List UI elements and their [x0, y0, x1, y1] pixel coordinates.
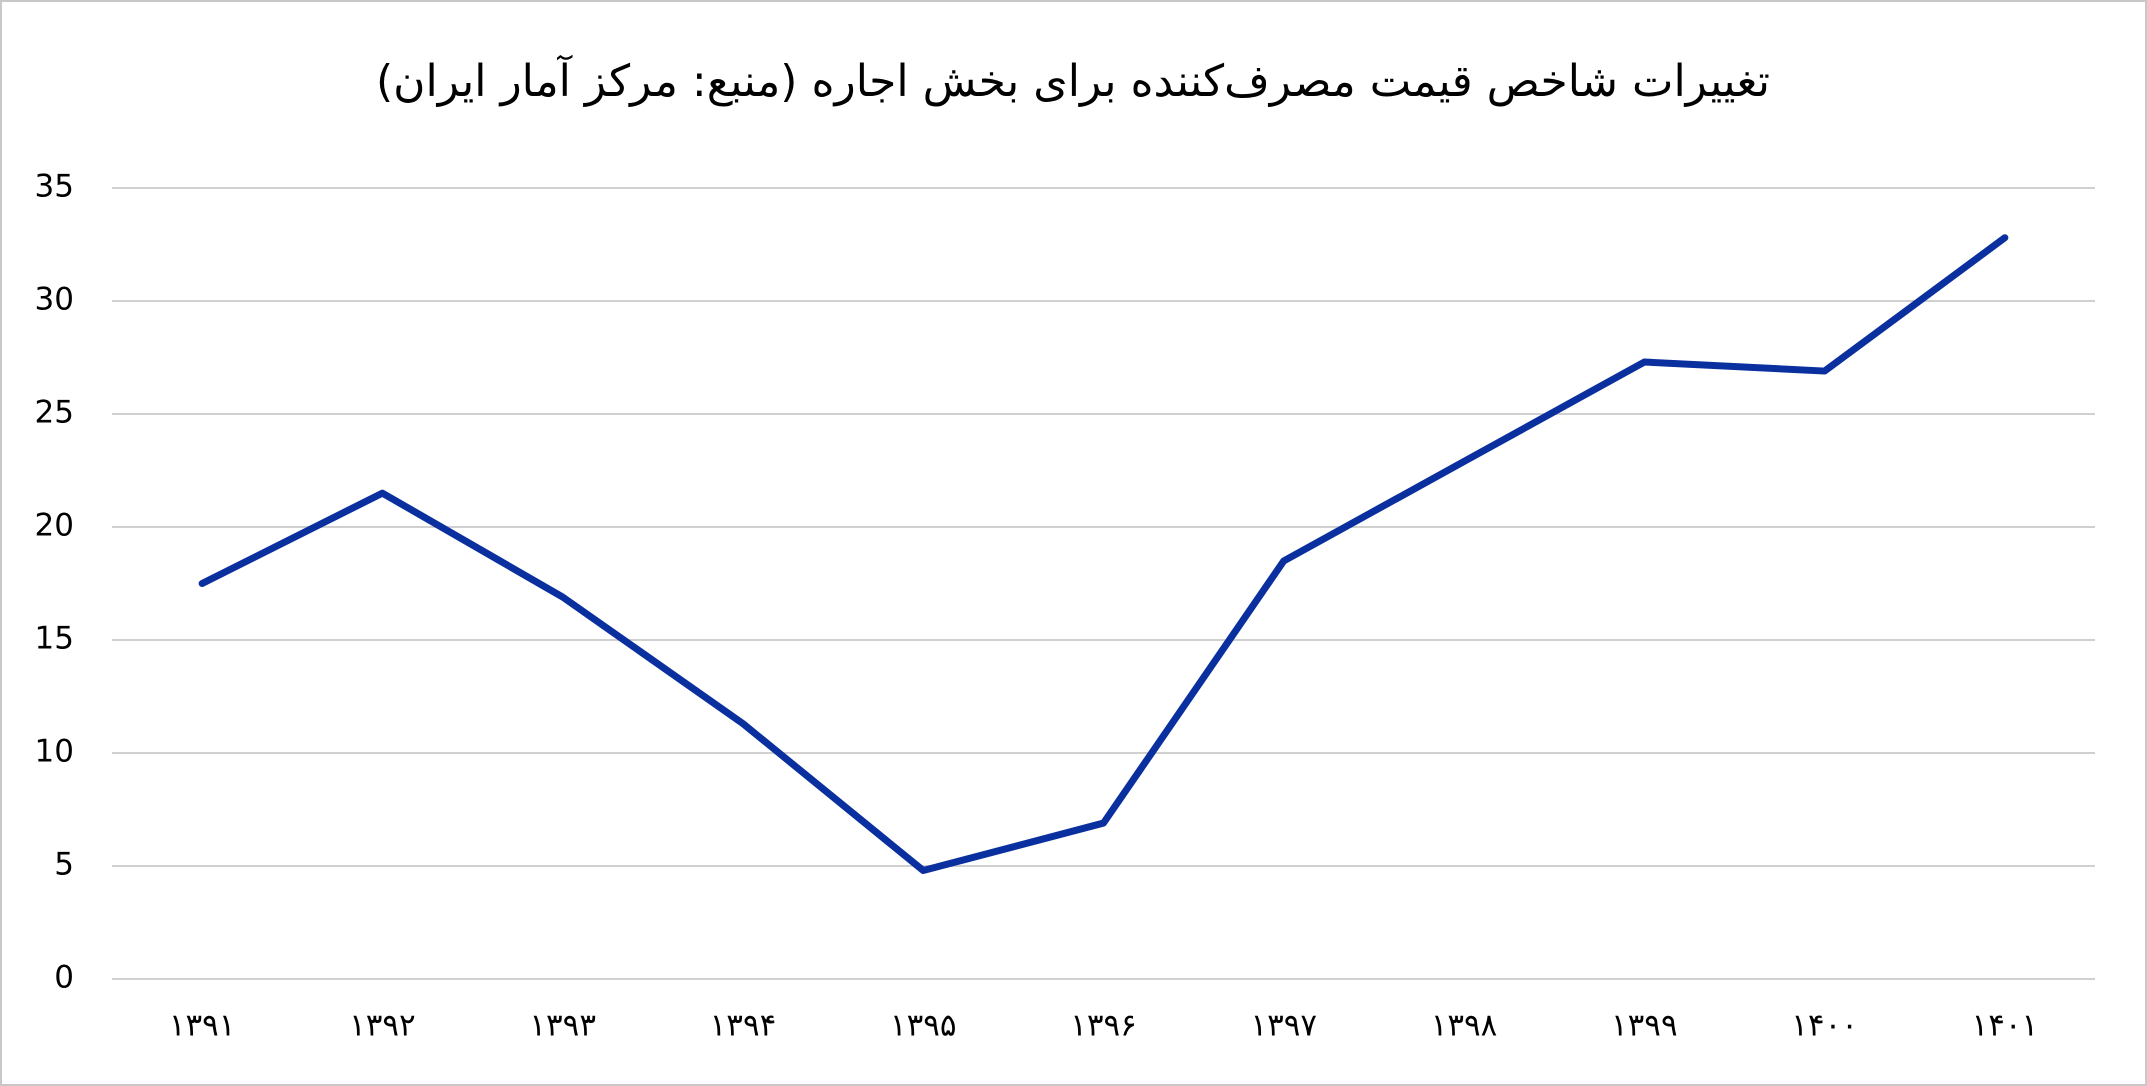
chart-title: تغییرات شاخص قیمت مصرف‌کننده برای بخش اج… — [376, 54, 1770, 107]
y-tick-label: 15 — [35, 621, 74, 657]
x-tick-label: ۱۳۹۶ — [1070, 1008, 1137, 1044]
y-tick-label: 0 — [54, 960, 74, 996]
y-tick-label: 20 — [35, 508, 74, 544]
x-tick-label: ۱۳۹۷ — [1250, 1008, 1317, 1044]
data-line — [198, 234, 2009, 875]
x-tick-label: ۱۳۹۴ — [710, 1008, 777, 1044]
y-tick-label: 10 — [35, 734, 74, 770]
y-tick-label: 25 — [35, 395, 74, 431]
x-tick-label: ۱۳۹۵ — [890, 1008, 957, 1044]
x-tick-label: ۱۳۹۲ — [349, 1008, 416, 1044]
x-tick-label: ۱۳۹۱ — [169, 1008, 236, 1044]
x-tick-label: ۱۳۹۳ — [529, 1008, 596, 1044]
y-tick-label: 35 — [35, 169, 74, 205]
x-tick-label: ۱۴۰۱ — [1972, 1008, 2039, 1044]
y-tick-label: 30 — [35, 282, 74, 318]
x-tick-label: ۱۳۹۸ — [1431, 1008, 1498, 1044]
x-tick-label: ۱۴۰۰ — [1791, 1008, 1858, 1044]
x-tick-label: ۱۳۹۹ — [1611, 1008, 1678, 1044]
y-tick-label: 5 — [54, 847, 74, 883]
